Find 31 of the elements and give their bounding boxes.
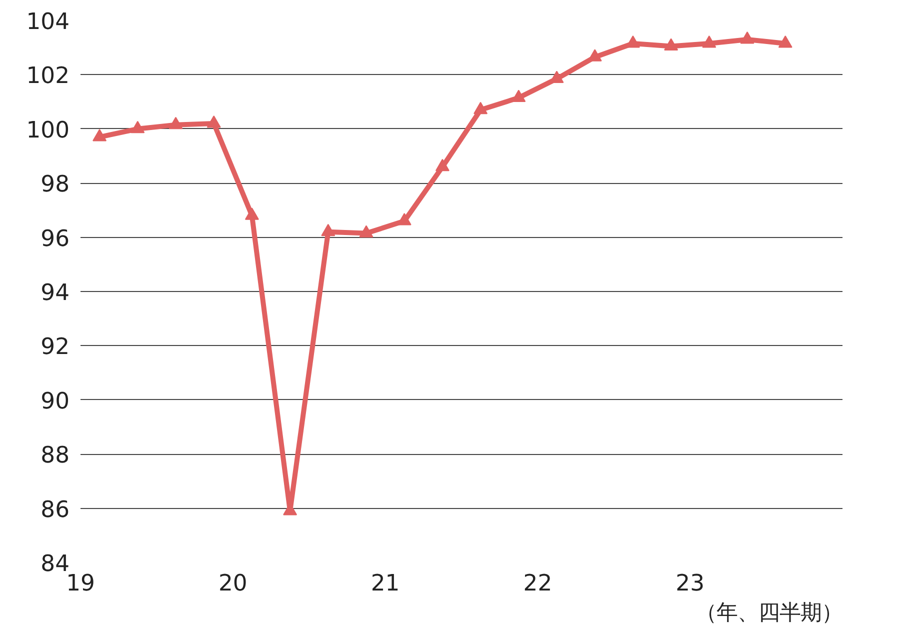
point <box>512 90 526 102</box>
point <box>778 36 792 48</box>
y-tick-label: 88 <box>40 442 70 469</box>
point <box>206 115 221 128</box>
y-tick-label: 90 <box>40 388 70 414</box>
x-axis-title: （年、四半期） <box>696 600 842 626</box>
point <box>397 213 412 226</box>
x-tick-label: 20 <box>218 570 248 596</box>
y-tick-label: 102 <box>26 63 70 90</box>
y-tick-label: 98 <box>40 172 70 198</box>
point <box>435 158 450 172</box>
point <box>92 129 107 142</box>
y-tick-label: 92 <box>40 334 70 360</box>
y-tick-label: 96 <box>40 226 70 252</box>
point <box>664 38 678 50</box>
point <box>130 120 145 134</box>
y-tick-label: 100 <box>26 117 70 144</box>
point <box>702 36 716 48</box>
point <box>168 116 183 130</box>
x-tick-label: 22 <box>523 570 552 596</box>
point <box>474 102 488 114</box>
point <box>321 224 336 236</box>
point <box>244 208 259 220</box>
y-tick-label: 86 <box>40 496 70 523</box>
point <box>359 225 374 238</box>
y-tick-label: 104 <box>26 9 70 35</box>
point <box>588 49 602 62</box>
y-tick-label: 94 <box>40 280 70 306</box>
x-tick-label: 23 <box>676 570 705 596</box>
point <box>740 31 754 44</box>
x-tick-label: 21 <box>370 570 400 596</box>
